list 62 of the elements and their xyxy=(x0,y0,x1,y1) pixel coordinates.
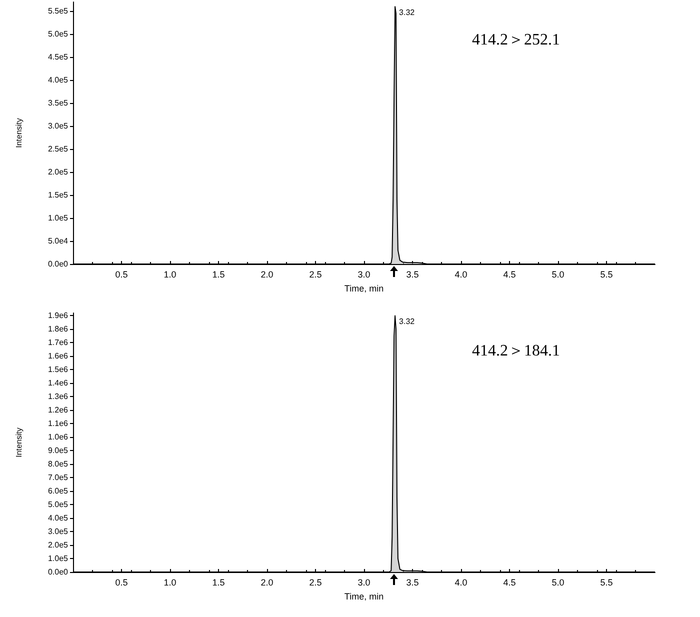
y-tick-label: 1.4e6 xyxy=(48,378,69,388)
y-tick-label: 9.0e5 xyxy=(48,446,69,456)
x-tick-label: 5.5 xyxy=(600,270,613,280)
y-tick-label: 0.0e0 xyxy=(48,260,69,268)
y-tick-label: 1.0e5 xyxy=(48,214,69,223)
annotation: 3.32 xyxy=(399,317,416,326)
y-tick-label: 1.5e5 xyxy=(48,190,69,200)
y-tick-label: 2.0e5 xyxy=(48,540,69,550)
y-tick-label: 1.3e6 xyxy=(48,392,69,402)
y-tick-label: 5.0e5 xyxy=(48,500,69,510)
y-tick-label: 5.0e5 xyxy=(48,30,69,39)
x-tick-label: 5.5 xyxy=(600,578,613,588)
y-tick-label: 1.7e6 xyxy=(48,338,69,348)
x-tick-label: 1.5 xyxy=(212,270,225,280)
y-tick-label: 2.5e5 xyxy=(48,144,69,154)
y-tick-label: 3.0e5 xyxy=(48,122,69,131)
x-tick-label: 4.5 xyxy=(503,270,516,280)
x-tick-label: 3.5 xyxy=(406,578,419,588)
y-tick-label: 1.2e6 xyxy=(48,406,69,415)
x-tick-label: 0.5 xyxy=(115,270,128,280)
y-tick-label: 4.0e5 xyxy=(48,514,69,523)
y-tick-label: 7.0e5 xyxy=(48,473,69,482)
y-tick-label: 3.0e5 xyxy=(48,527,69,536)
annotation: 414.2＞184.1 xyxy=(472,342,560,360)
x-tick-label: 3.0 xyxy=(358,578,370,588)
x-tick-label: 2.0 xyxy=(260,578,274,588)
y-tick-label: 4.5e5 xyxy=(48,52,69,62)
x-tick-label: 0.5 xyxy=(115,578,128,588)
x-tick-label: 1.0 xyxy=(164,270,176,280)
x-tick-label: 1.5 xyxy=(212,578,225,588)
x-tick-label: 3.0 xyxy=(358,270,370,280)
x-tick-label: 3.5 xyxy=(406,270,419,280)
annotation: 414.2＞252.1 xyxy=(472,32,560,48)
y-tick-label: 1.1e6 xyxy=(48,419,69,428)
y-tick-label: 1.5e6 xyxy=(48,365,69,374)
y-tick-label: 1.0e5 xyxy=(48,554,69,564)
y-tick-label: 1.6e6 xyxy=(48,352,69,361)
y-tick-label: 4.0e5 xyxy=(48,76,69,85)
y-axis-title: Intensity xyxy=(14,118,24,148)
x-tick-label: 5.0 xyxy=(552,270,564,280)
x-tick-label: 2.5 xyxy=(309,578,322,588)
annotation: 3.32 xyxy=(399,8,416,18)
y-tick-label: 3.5e5 xyxy=(48,98,69,108)
y-tick-label: 5.5e5 xyxy=(48,6,69,16)
y-tick-label: 2.0e5 xyxy=(48,168,69,177)
y-tick-label: 6.0e5 xyxy=(48,486,69,496)
x-tick-label: 1.0 xyxy=(164,578,176,588)
y-tick-label: 1.9e6 xyxy=(48,311,69,320)
y-tick-label: 0.0e0 xyxy=(48,568,69,576)
y-tick-label: 5.0e4 xyxy=(48,236,69,246)
x-tick-label: 5.0 xyxy=(552,578,564,588)
x-tick-label: 2.0 xyxy=(260,270,274,280)
y-tick-label: 8.0e5 xyxy=(48,460,69,469)
x-axis-title: Time, min xyxy=(344,591,384,602)
y-tick-label: 1.0e6 xyxy=(48,432,69,442)
y-tick-label: 1.8e6 xyxy=(48,324,69,334)
x-tick-label: 4.0 xyxy=(454,270,468,280)
y-axis-title: Intensity xyxy=(14,428,24,458)
x-tick-label: 2.5 xyxy=(309,270,322,280)
x-tick-label: 4.0 xyxy=(454,578,468,588)
x-tick-label: 4.5 xyxy=(503,578,516,588)
x-axis-title: Time, min xyxy=(344,283,384,294)
